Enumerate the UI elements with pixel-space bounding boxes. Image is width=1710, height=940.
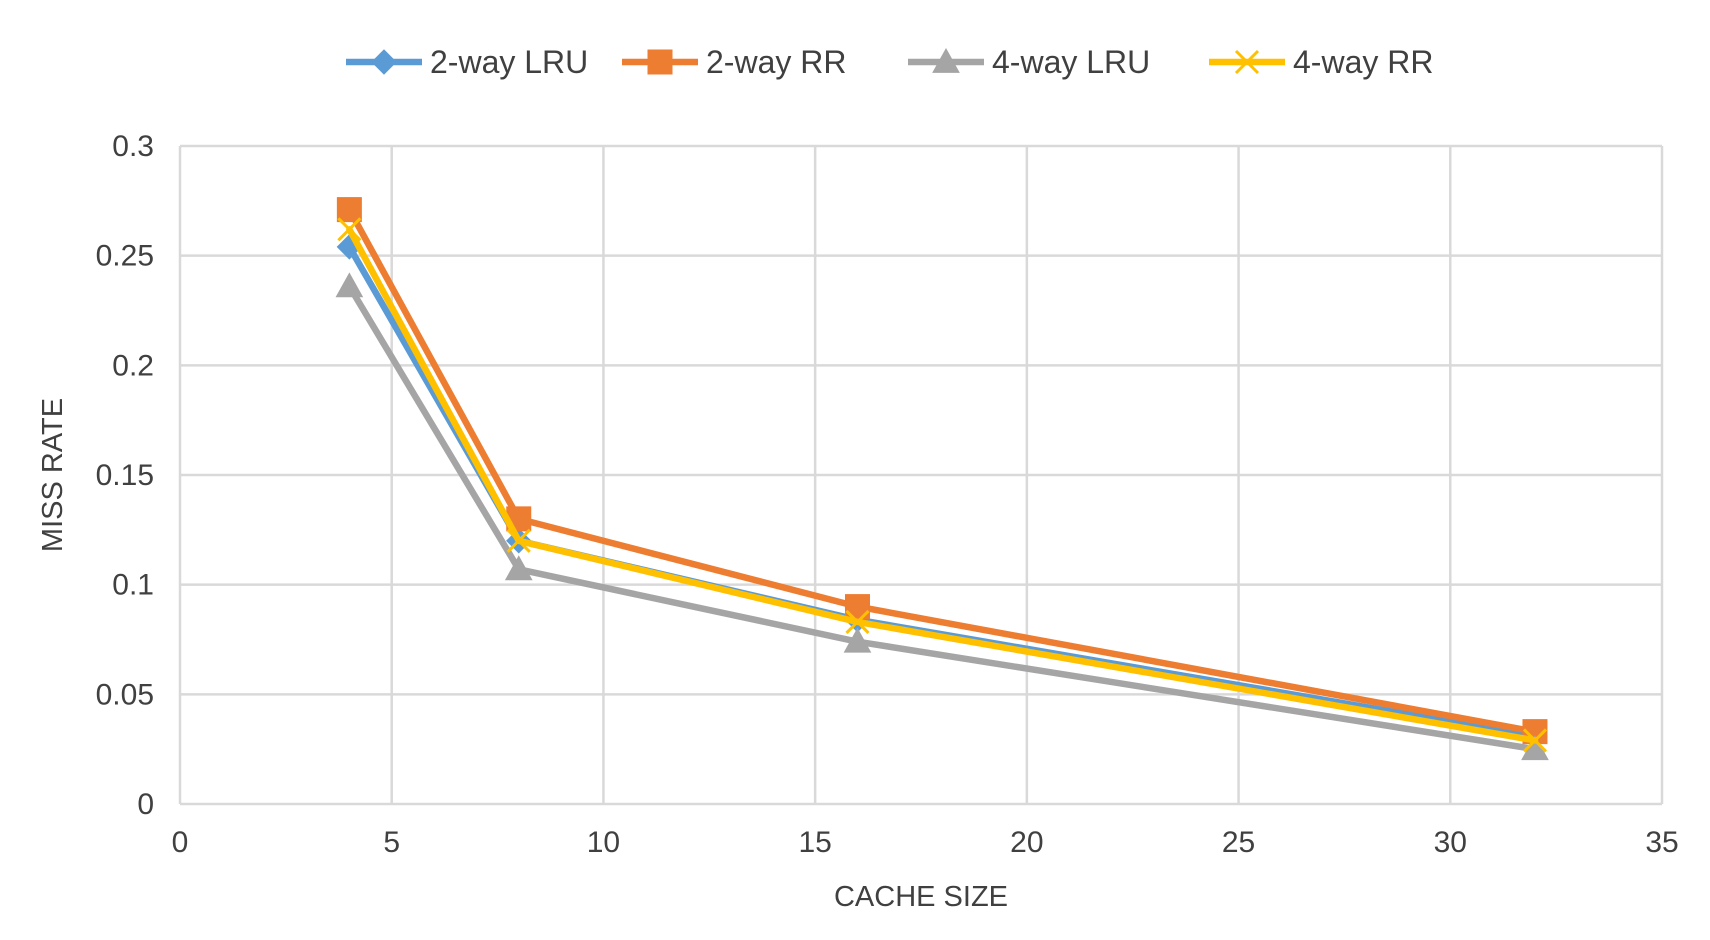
x-axis-title: CACHE SIZE (834, 881, 1008, 913)
y-tick-label: 0 (137, 788, 154, 821)
series-line (346, 243, 1539, 740)
y-axis-title: MISS RATE (37, 398, 69, 552)
series-line (346, 226, 1539, 744)
legend: 2-way LRU 2-way RR 4-way LRU 4-way RR (346, 44, 1433, 80)
gridlines (178, 144, 1664, 806)
data-point (843, 627, 872, 653)
series-1 (336, 197, 1548, 745)
series-2 (335, 272, 1549, 761)
series-0 (336, 234, 1548, 749)
data-point (336, 197, 362, 223)
legend-label: 2-way RR (706, 44, 846, 80)
x-tick-label: 15 (798, 826, 831, 859)
x-tick-label: 10 (587, 826, 620, 859)
legend-label: 4-way LRU (992, 44, 1150, 80)
legend-marker (1234, 49, 1260, 75)
y-tick-label: 0.3 (112, 130, 154, 163)
data-point (504, 555, 533, 581)
x-tick-label: 0 (172, 826, 189, 859)
legend-marker (371, 49, 397, 75)
data-point (335, 272, 364, 298)
y-tick-label: 0.2 (112, 349, 154, 382)
y-tick-label: 0.15 (96, 459, 154, 492)
legend-marker (932, 47, 960, 73)
legend-label: 4-way RR (1293, 44, 1433, 80)
y-tick-label: 0.25 (96, 240, 154, 273)
data-point (845, 609, 870, 635)
legend-marker (647, 49, 673, 75)
legend-entry: 2-way LRU (346, 44, 588, 80)
series-3 (337, 217, 1548, 753)
series-line (346, 206, 1539, 735)
x-tick-label: 25 (1222, 826, 1255, 859)
legend-label: 2-way LRU (430, 44, 588, 80)
axes: 0 0.05 0.1 0.15 0.2 0.25 0.3 0 5 10 15 20 25 30 35 (96, 130, 1679, 859)
legend-entry: 2-way RR (622, 44, 846, 80)
x-tick-label: 20 (1010, 826, 1043, 859)
legend-entry: 4-way LRU (908, 44, 1150, 80)
y-tick-label: 0.1 (112, 569, 154, 602)
x-tick-label: 5 (383, 826, 400, 859)
data-point (506, 528, 531, 553)
data-point (1522, 728, 1548, 753)
x-tick-label: 30 (1434, 826, 1467, 859)
y-tick-label: 0.05 (96, 678, 154, 711)
series-line (346, 283, 1539, 753)
series-lines (335, 197, 1549, 761)
legend-entry: 4-way RR (1209, 44, 1433, 80)
x-tick-label: 35 (1645, 826, 1678, 859)
data-point (337, 217, 362, 242)
